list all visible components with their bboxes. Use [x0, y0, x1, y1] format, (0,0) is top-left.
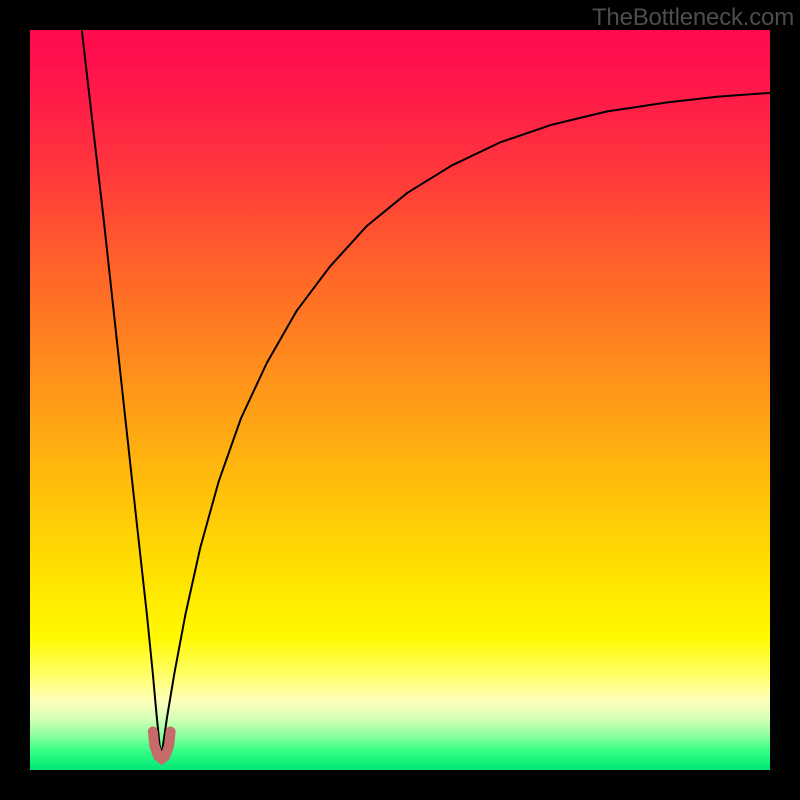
bottleneck-curve-chart	[30, 30, 770, 770]
chart-plot-area	[30, 30, 770, 770]
watermark-text: TheBottleneck.com	[592, 4, 794, 32]
gradient-background	[30, 30, 770, 770]
